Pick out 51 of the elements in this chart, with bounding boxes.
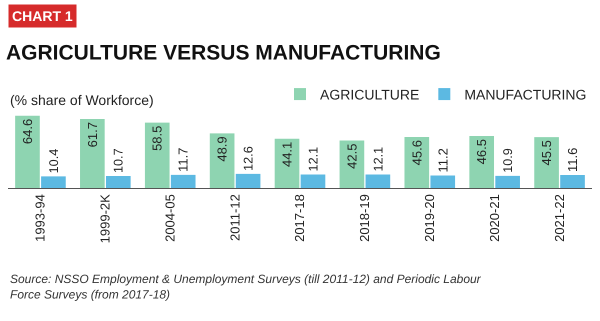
data-label: 10.9 [501, 148, 516, 173]
data-label: 44.1 [280, 142, 295, 168]
x-tick-label: 2017-18 [292, 194, 308, 242]
chart-title: AGRICULTURE VERSUS MANUFACTURING [6, 42, 441, 65]
data-label: 12.1 [306, 146, 320, 172]
bar [106, 176, 131, 188]
data-label: 58.5 [150, 126, 165, 151]
bar [534, 137, 559, 188]
data-label: 11.2 [435, 148, 450, 172]
source-note: Source: NSSO Employment & Unemployment Surveys (till 2011-12) and Periodic Labour Force Surveys (from 2017-18) [10, 272, 482, 302]
chart-subtitle: (% share of Workforce) [10, 92, 154, 108]
bar [469, 136, 494, 188]
bar [560, 175, 585, 188]
data-label: 12.1 [371, 146, 386, 172]
bar [366, 174, 390, 188]
data-label: 12.6 [241, 146, 256, 171]
bar [236, 174, 260, 188]
bar [404, 137, 430, 188]
bar [41, 176, 66, 188]
bar [300, 174, 326, 188]
caption: CHART 1 [12, 8, 73, 24]
legend-label: MANUFACTURING [464, 86, 586, 103]
data-label: 48.9 [214, 136, 230, 162]
x-tick-label: 2018-19 [357, 194, 372, 242]
bar [170, 174, 196, 188]
data-label: 11.7 [176, 148, 191, 172]
legend-label: AGRICULTURE [320, 86, 420, 103]
data-label: 42.5 [344, 144, 360, 169]
bar [80, 119, 105, 188]
data-label: 61.7 [84, 122, 100, 148]
x-tick-label: 2020-21 [486, 194, 502, 242]
x-tick-label: 2011-12 [227, 194, 242, 241]
x-tick-label: 2019-20 [422, 194, 438, 242]
bar [495, 176, 520, 188]
x-tick-label: 2021-22 [552, 194, 567, 242]
x-tick-label: 1993-94 [32, 194, 48, 242]
bar [210, 133, 234, 188]
data-label: 45.6 [409, 140, 424, 166]
data-label: 11.6 [565, 148, 580, 172]
x-tick-label: 1999-2K [98, 194, 113, 244]
data-label: 64.6 [20, 118, 35, 144]
bar [340, 140, 364, 188]
bar [274, 138, 300, 188]
x-tick-label: 2004-05 [162, 194, 178, 242]
bar [15, 116, 40, 188]
data-label: 45.5 [539, 140, 554, 166]
data-label: 10.4 [46, 148, 61, 174]
data-label: 46.5 [474, 139, 490, 164]
data-label: 10.7 [112, 148, 126, 174]
bar [430, 175, 456, 188]
bar [144, 122, 170, 188]
